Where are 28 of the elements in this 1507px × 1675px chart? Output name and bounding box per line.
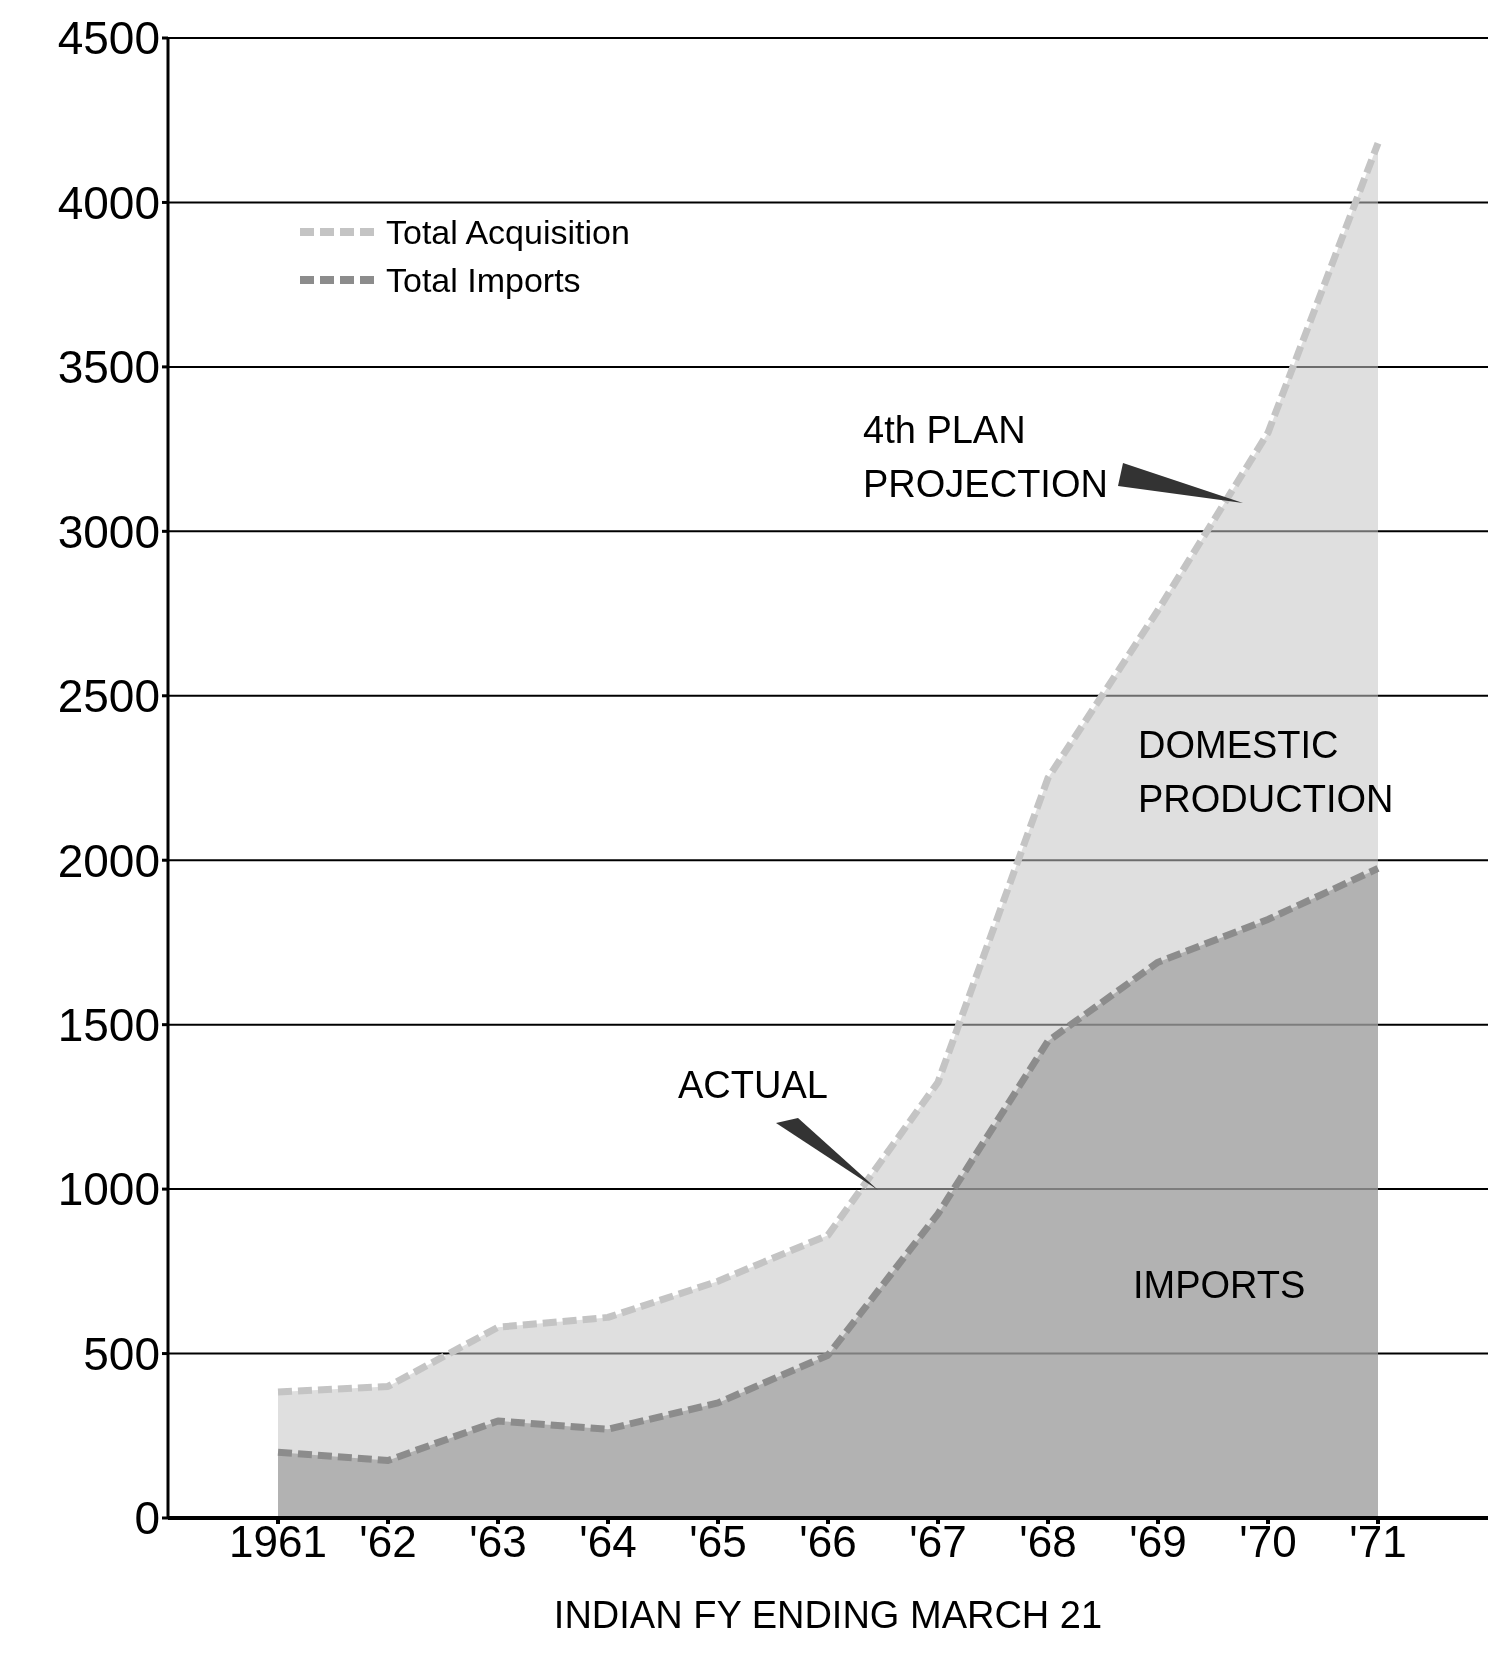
x-tick-label: '69 xyxy=(1129,1517,1187,1567)
annotation: IMPORTS xyxy=(1133,1263,1307,1308)
x-tick-label: '67 xyxy=(909,1517,967,1567)
y-tick-label: 1000 xyxy=(57,1163,160,1216)
legend-label: Total Acquisition xyxy=(386,212,630,252)
x-tick-label: 1961 xyxy=(229,1517,327,1567)
annotation: ACTUAL xyxy=(678,1063,829,1108)
x-tick-label: '62 xyxy=(359,1517,417,1567)
x-tick-label: '70 xyxy=(1239,1517,1297,1567)
legend-label: Total Imports xyxy=(386,260,581,300)
x-axis-title: INDIAN FY ENDING MARCH 21 xyxy=(553,1594,1103,1636)
x-tick-label: '63 xyxy=(469,1517,527,1567)
y-tick-label: 500 xyxy=(83,1327,160,1380)
y-tick-label: 1500 xyxy=(57,999,160,1051)
y-tick-label: 3000 xyxy=(57,505,160,558)
x-tick-label: '65 xyxy=(689,1517,747,1567)
annotation: DOMESTIC PRODUCTION xyxy=(1138,723,1395,822)
x-tick-label: '68 xyxy=(1019,1517,1077,1567)
x-tick-label: '71 xyxy=(1349,1517,1407,1567)
y-tick-label: 4000 xyxy=(57,176,160,229)
annotation: 4th PLAN PROJECTION xyxy=(863,408,1109,507)
y-tick-label: 3500 xyxy=(57,341,160,394)
y-tick-label: 4500 xyxy=(57,12,160,65)
x-tick-label: '64 xyxy=(579,1517,637,1567)
y-tick-label: 2000 xyxy=(57,834,160,887)
y-tick-label: 2500 xyxy=(57,670,160,723)
y-tick-label: 0 xyxy=(134,1492,160,1545)
x-tick-label: '66 xyxy=(799,1517,857,1567)
